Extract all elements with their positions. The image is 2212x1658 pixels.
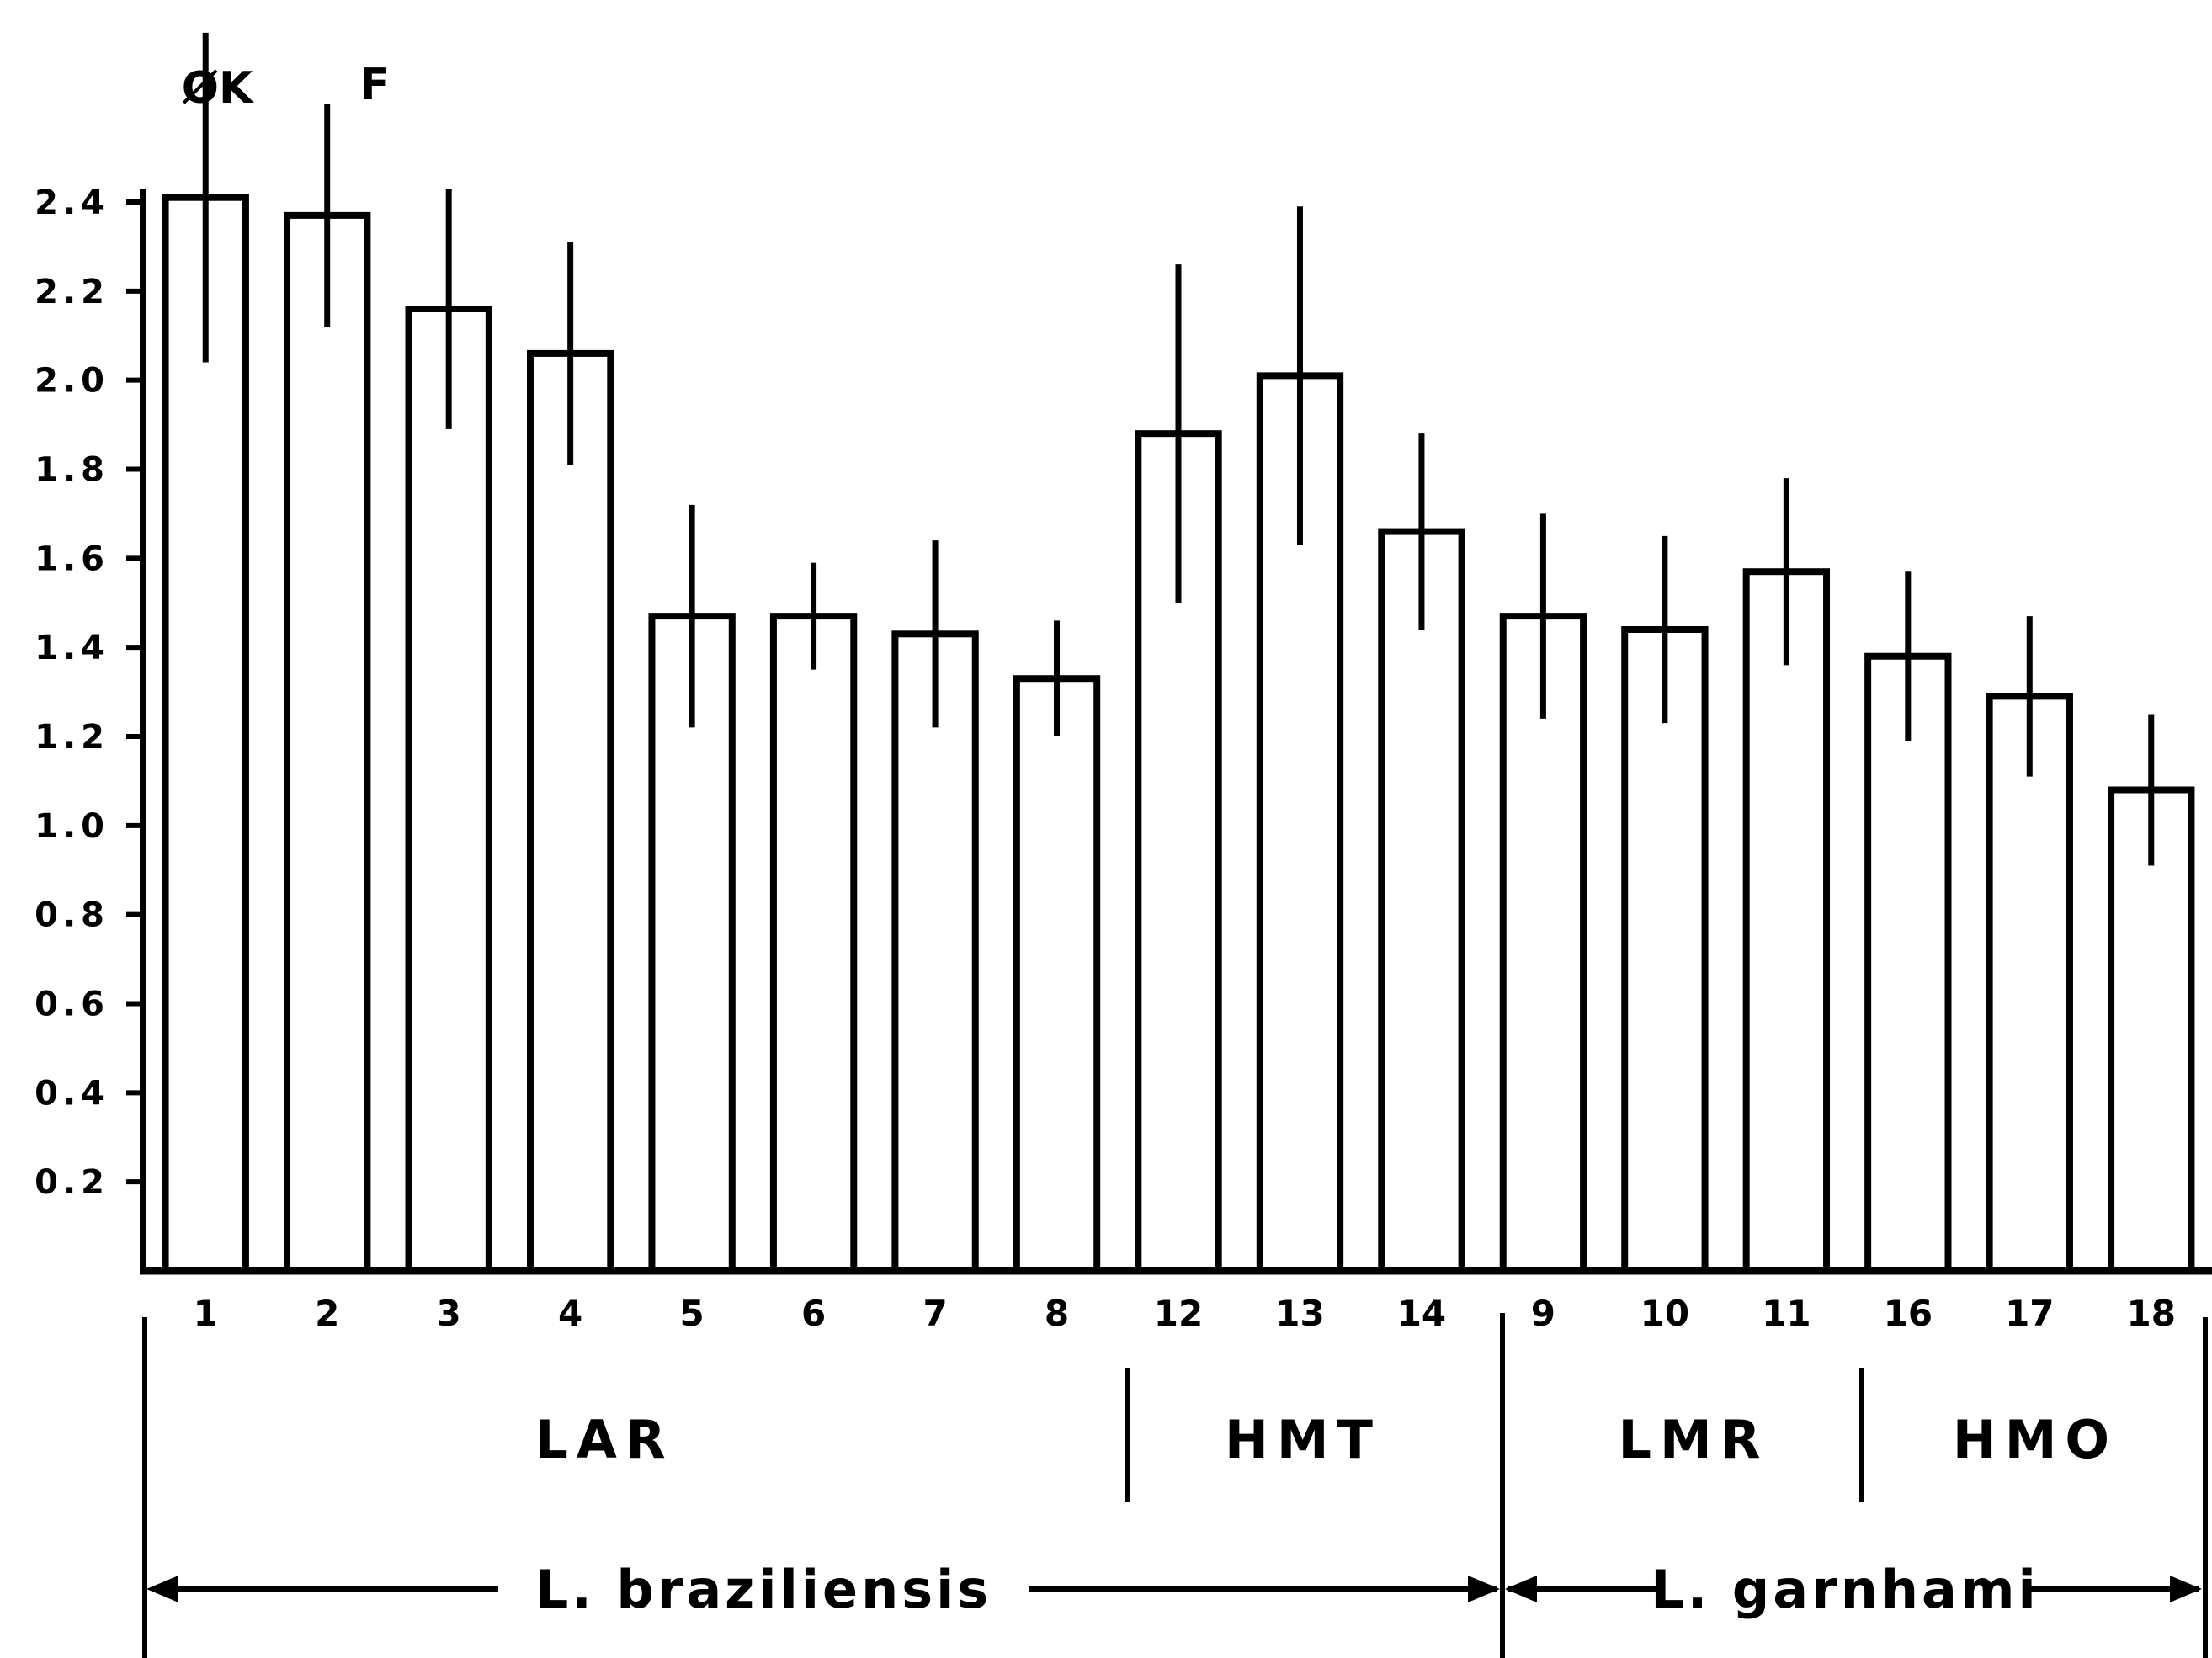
group-label-hmt: HMT: [1225, 1409, 1381, 1470]
bar-4: [526, 349, 614, 1275]
braziliensis-arrow-right-head: [1468, 1576, 1500, 1602]
braziliensis-arrow-left-head: [146, 1576, 178, 1602]
y-tick-label: 2.2: [35, 273, 109, 311]
bar-9: [1499, 613, 1587, 1274]
x-tick-label: 16: [1884, 1293, 1933, 1334]
bar-17: [1986, 693, 2073, 1274]
x-tick-label: 3: [437, 1293, 461, 1334]
group-label-hmo: HMO: [1953, 1409, 2118, 1470]
bar-7: [891, 630, 979, 1274]
y-tick-label: 0.6: [35, 986, 109, 1024]
x-tick-label: 12: [1154, 1293, 1203, 1334]
garnhami-arrow-left-head: [1505, 1576, 1537, 1602]
bar-12: [1135, 430, 1222, 1274]
x-tick-label: 4: [558, 1293, 582, 1334]
bar-8: [1013, 675, 1101, 1274]
y-axis-ticks: 0.2 0.4 0.6 0.8 1.0 1.2 1.4 1.6 1.8 2.0 2.2 2.4: [35, 183, 145, 1202]
y-tick-label: 1.2: [35, 718, 109, 757]
group-dividers: [142, 1313, 2208, 1658]
x-tick-label: 14: [1397, 1293, 1446, 1334]
bar-2: [284, 211, 371, 1274]
garnhami-arrow-right-head: [2170, 1576, 2202, 1602]
x-tick-label: 5: [680, 1293, 705, 1334]
x-tick-label: 8: [1045, 1293, 1069, 1334]
bar-10: [1621, 626, 1709, 1274]
x-tick-label: 1: [194, 1293, 218, 1334]
x-tick-label: 18: [2127, 1293, 2176, 1334]
x-tick-label: 6: [801, 1293, 826, 1334]
species-label-braziliensis: L. braziliensis: [535, 1559, 992, 1620]
bar-11: [1742, 568, 1831, 1274]
y-tick-label: 0.2: [35, 1163, 109, 1202]
y-tick-label: 1.0: [35, 807, 109, 846]
y-tick-label: 1.8: [35, 451, 109, 490]
x-tick-label: 13: [1275, 1293, 1324, 1334]
bars: [162, 32, 2195, 1275]
x-tick-label: 11: [1762, 1293, 1811, 1334]
x-tick-label: 9: [1531, 1293, 1555, 1334]
group-label-lar: LAR: [534, 1409, 673, 1470]
x-tick-label: 7: [923, 1293, 947, 1334]
y-tick-label: 0.8: [35, 896, 109, 935]
group-label-lmr: LMR: [1619, 1409, 1769, 1470]
y-tick-label: 1.6: [35, 539, 109, 578]
bar-14: [1378, 528, 1465, 1274]
annotation-ok: ØK: [182, 63, 254, 114]
x-axis-tick-labels: 1 2 3 4 5 6 7 8 12 13 14 9 10 11 16 17 18: [194, 1293, 2176, 1334]
x-tick-label: 17: [2005, 1293, 2054, 1334]
bar-3: [405, 306, 492, 1274]
x-tick-label: 2: [315, 1293, 339, 1334]
annotation-f: F: [359, 60, 390, 110]
y-tick-label: 2.4: [35, 183, 109, 222]
y-tick-label: 1.4: [35, 629, 109, 667]
bar-6: [769, 613, 858, 1274]
bar-1: [162, 194, 249, 1274]
species-label-garnhami: L. garnhami: [1651, 1559, 2039, 1620]
y-tick-label: 2.0: [35, 362, 109, 401]
bar-16: [1864, 652, 1952, 1274]
y-tick-label: 0.4: [35, 1074, 109, 1113]
x-tick-label: 10: [1640, 1293, 1689, 1334]
species-arrows: [146, 1576, 2202, 1602]
